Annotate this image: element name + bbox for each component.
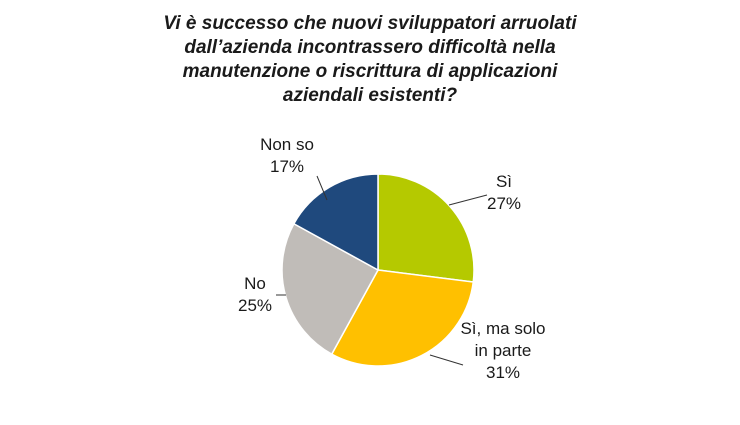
pie-slice xyxy=(292,173,379,272)
slice-value-label: 17% xyxy=(270,157,304,176)
pie-slice xyxy=(281,222,380,356)
chart-title: Vi è successo che nuovi sviluppatori arr… xyxy=(120,12,620,108)
leader-line xyxy=(448,194,488,206)
slice-category-label: Sì, ma solo xyxy=(460,319,545,338)
chart-title-line: manutenzione o riscrittura di applicazio… xyxy=(182,61,558,82)
chart-title-line: Vi è successo che nuovi sviluppatori arr… xyxy=(163,13,577,34)
slice-value-label: 27% xyxy=(487,194,521,213)
slice-value-label: 25% xyxy=(238,296,272,315)
slice-category-label: No xyxy=(244,274,266,293)
slice-category-label: in parte xyxy=(475,341,532,360)
slice-value-label: 31% xyxy=(486,363,520,382)
pie-slice xyxy=(377,173,475,283)
leader-line xyxy=(429,354,464,366)
chart-title-line: dall’azienda incontrassero difficoltà ne… xyxy=(184,37,556,58)
leader-line xyxy=(316,175,328,201)
pie-slice xyxy=(330,269,475,367)
chart-title-line: aziendali esistenti? xyxy=(282,85,458,106)
slice-category-label: Non so xyxy=(260,135,314,154)
slice-category-label: Sì xyxy=(496,172,512,191)
